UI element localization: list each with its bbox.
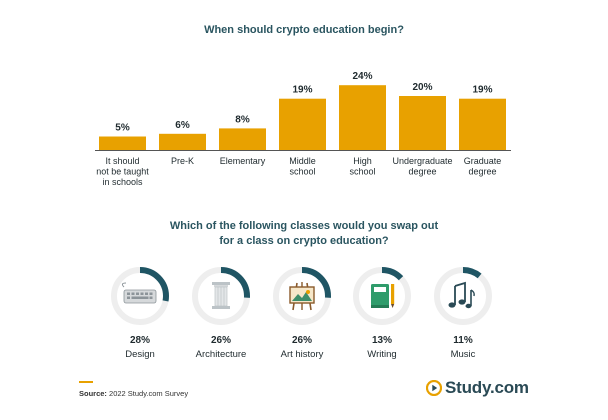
bar-value-label-3: 19% [292,85,312,96]
source-prefix: Source: [79,389,107,398]
bar-5 [399,96,446,150]
donut-chart-2 [273,267,331,325]
category-label-2-0: Elementary [220,156,266,166]
donut-slice-0 [111,267,169,325]
category-label-3-0: Middle [289,156,316,166]
bar-2 [219,128,266,150]
category-label-5-0: Undergraduate [392,156,452,166]
bar-6 [459,98,506,150]
donut-slice-1 [192,267,250,325]
donut-chart-0 [111,267,169,325]
donut-item-0: 28% Design [95,265,185,360]
donut-title-line-2: for a class on crypto education? [219,235,389,247]
donut-title-line-1: Which of the following classes would you… [169,220,439,232]
bar-chart-title: When should crypto education begin? [204,24,404,36]
donut-chart-3 [353,267,411,325]
bar-1 [159,133,206,150]
category-label-5-1: degree [408,167,436,177]
donut-value-label-0: 28% [129,335,150,346]
source-note: Source: 2022 Study.com Survey [79,389,188,398]
music-notes-icon [448,281,475,309]
category-label-4-1: school [349,167,375,177]
donut-value-label-1: 26% [210,335,231,346]
category-label-0-0: It should [105,156,139,166]
donut-slice-2 [273,267,331,325]
donut-category-label-3: Writing [367,349,397,360]
category-label-4-0: High [353,156,372,166]
notebook-pen-icon [371,284,395,308]
bar-value-label-5: 20% [412,82,432,93]
category-label-6-0: Graduate [464,156,502,166]
bar-value-label-6: 19% [472,85,492,96]
donut-chart-4 [434,267,492,325]
bar-value-label-1: 6% [175,120,190,131]
column-icon [212,282,230,309]
bar-4 [339,85,386,150]
bar-value-label-0: 5% [115,123,130,134]
donut-category-label-0: Design [125,349,155,360]
donut-value-label-4: 11% [453,335,473,346]
donut-item-1: 26% Architecture [176,265,266,360]
donut-category-label-2: Art history [280,349,324,360]
source-accent-line [79,381,93,383]
category-label-6-1: degree [468,167,496,177]
source-text: 2022 Study.com Survey [106,389,189,398]
easel-icon [289,282,315,311]
donut-track-4 [434,267,492,325]
category-label-1-0: Pre-K [171,156,194,166]
category-label-3-1: school [289,167,315,177]
donut-slice-4 [434,267,492,325]
donut-category-label-1: Architecture [195,349,247,360]
category-label-0-1: not be taught [96,167,149,177]
bar-3 [279,98,326,150]
bar-value-label-2: 8% [235,114,250,125]
logo-text: Study.com [445,378,529,397]
bar-value-label-4: 24% [352,71,372,82]
study-com-logo: Study.com [426,378,529,398]
donut-item-4: 11% Music [418,265,508,360]
donut-item-2: 26% Art history [257,265,347,360]
donut-value-label-3: 13% [371,335,392,346]
category-label-0-2: in schools [102,177,143,187]
donut-category-label-4: Music [450,349,476,360]
donut-chart-title: Which of the following classes would you… [0,219,608,249]
play-circle-icon [426,380,442,396]
donut-slice-3 [353,267,411,325]
donut-chart-1 [192,267,250,325]
bar-0 [99,136,146,150]
donut-item-3: 13% Writing [337,265,427,360]
keyboard-icon [121,282,157,304]
donut-value-label-2: 26% [291,335,312,346]
